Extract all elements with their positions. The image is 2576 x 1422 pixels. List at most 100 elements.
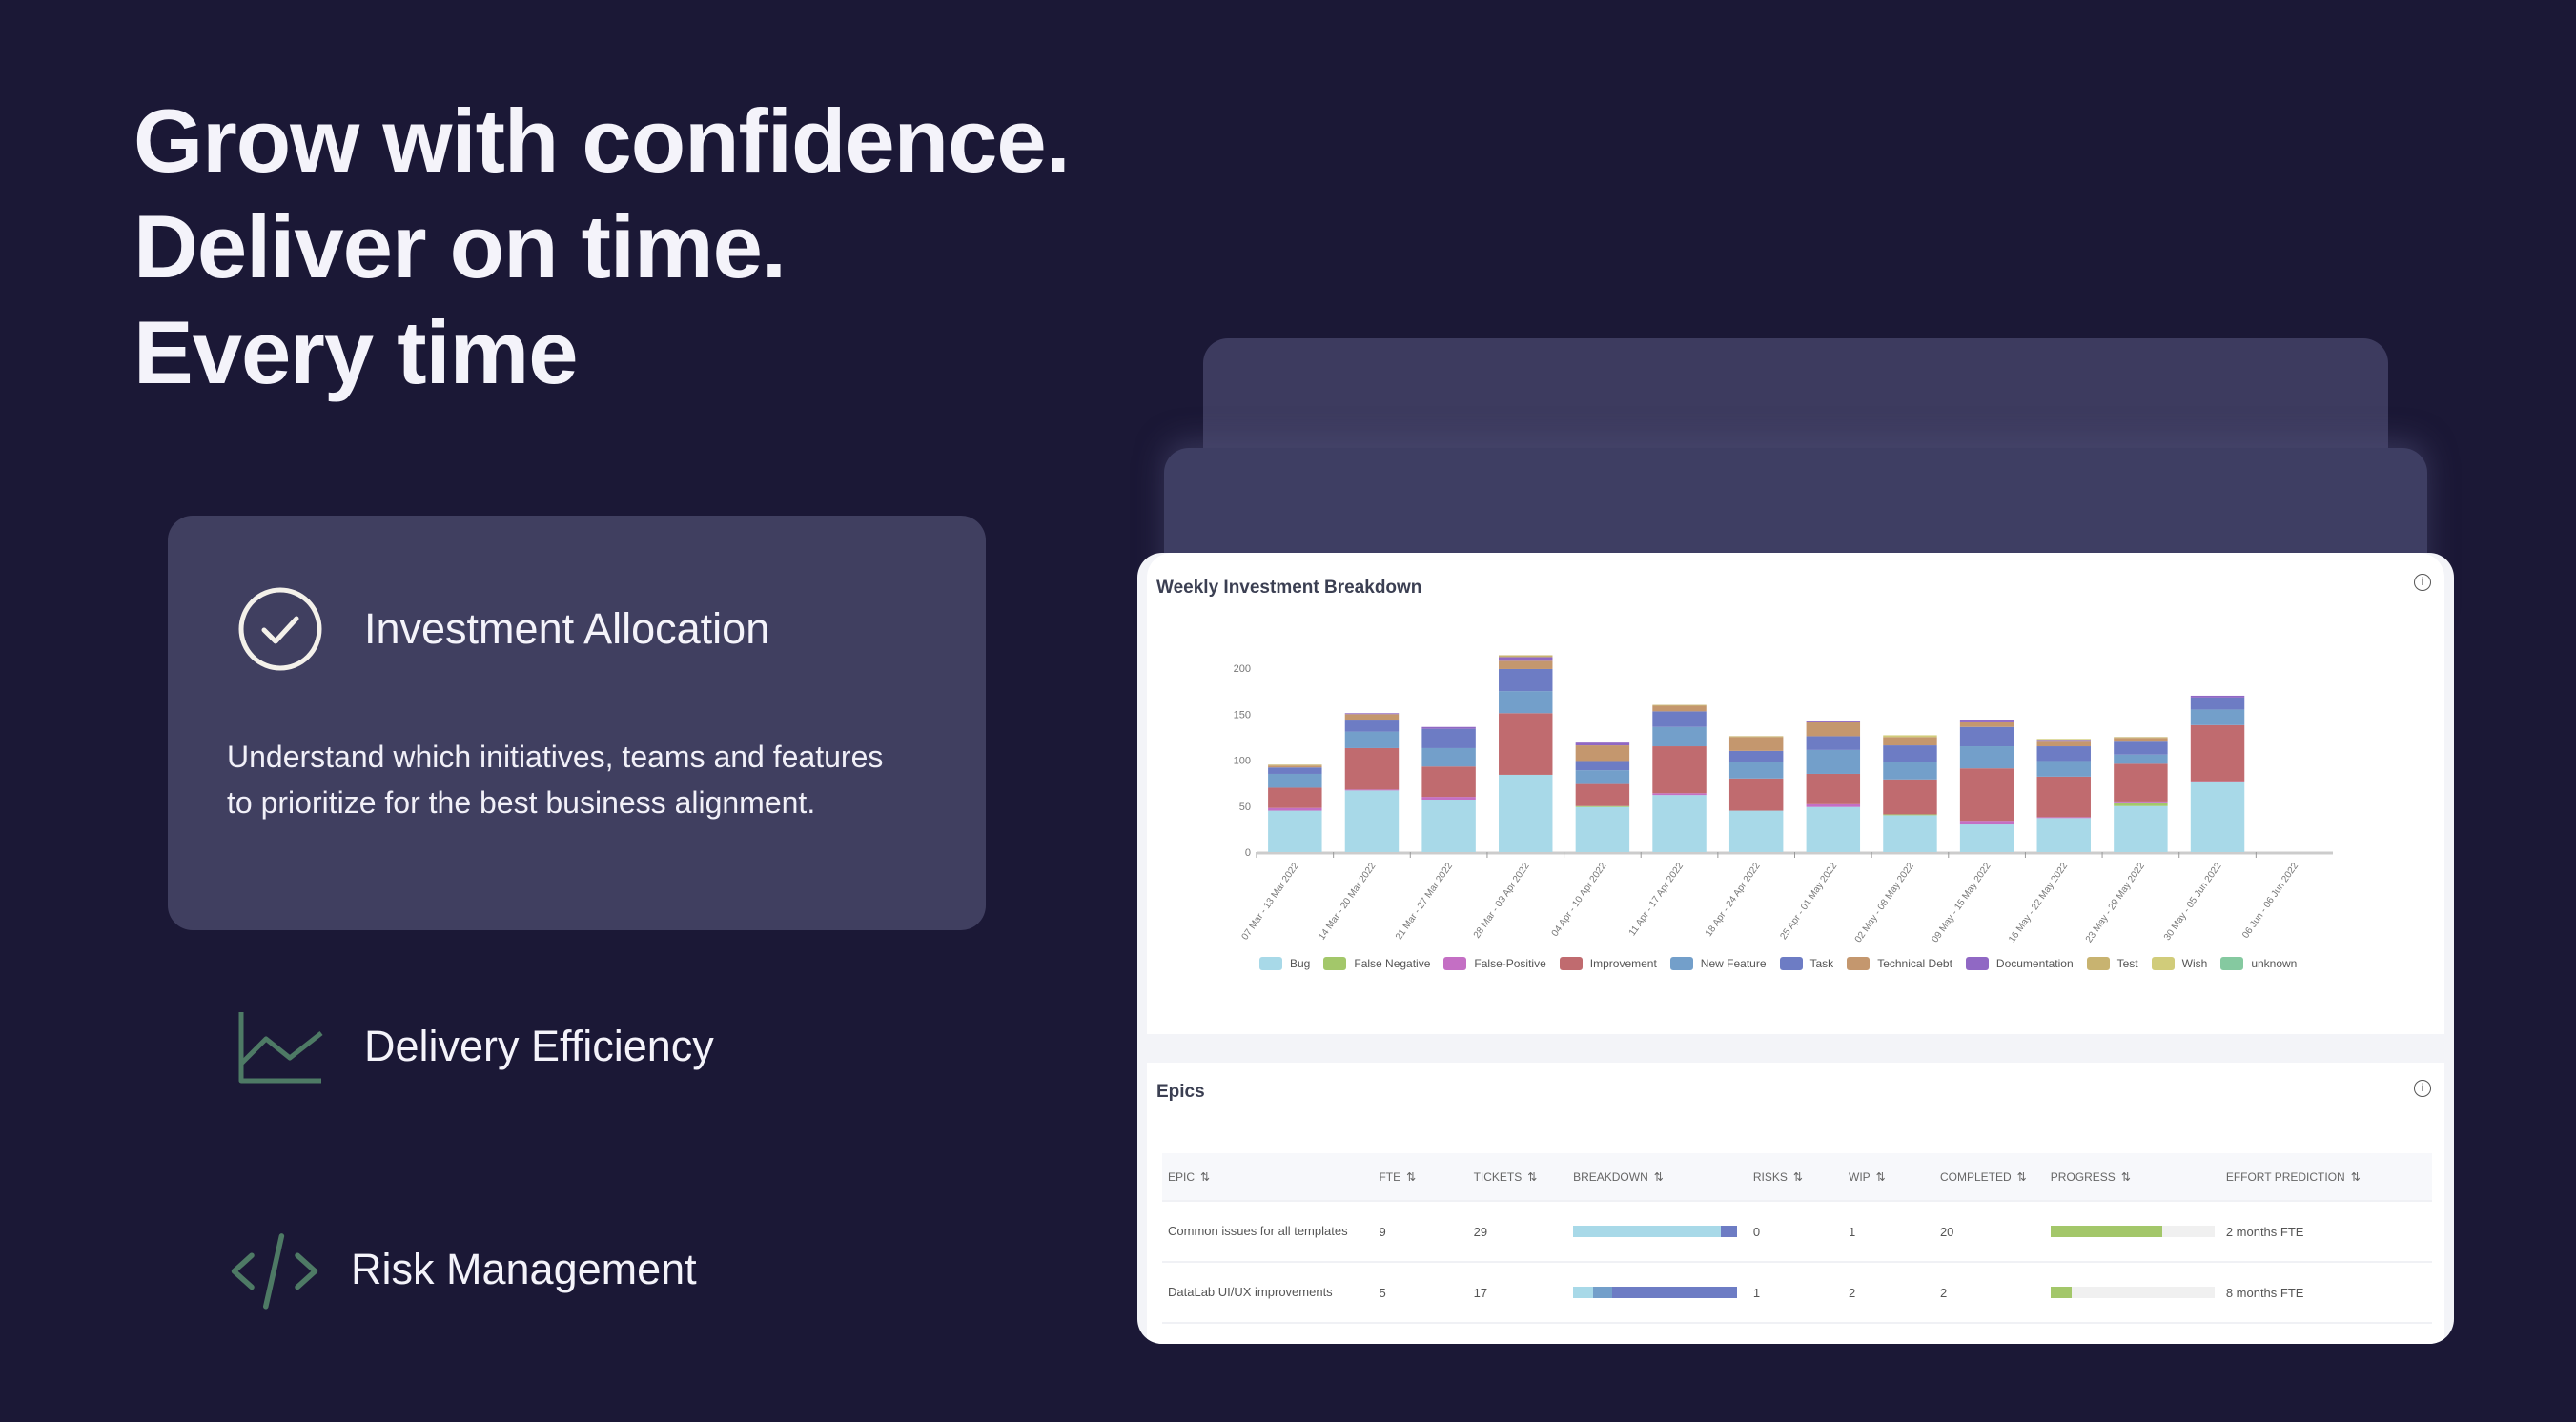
bar-segment-new-feature [1268, 773, 1322, 788]
column-label: TICKETS [1473, 1169, 1523, 1184]
legend-label: Bug [1290, 957, 1311, 970]
legend-label: Improvement [1589, 957, 1657, 970]
bar-segment-new-feature [1421, 747, 1476, 767]
bar-segment-bug [1575, 806, 1630, 852]
bar-segment-documentation [1575, 742, 1630, 746]
legend-swatch [1965, 957, 1989, 970]
feature-card-investment-allocation[interactable] [168, 516, 986, 930]
risks: 0 [1747, 1200, 1843, 1262]
completed: 2 [1933, 1261, 2045, 1323]
legend-label: False Negative [1354, 957, 1431, 970]
bar-segment-test [2114, 737, 2168, 739]
legend-label: False-Positive [1474, 957, 1546, 970]
feature-title: Investment Allocation [364, 604, 770, 653]
bar-segment-technical-debt [2036, 741, 2091, 747]
bar-segment-documentation [1499, 657, 1553, 661]
legend-item[interactable]: unknown [2220, 957, 2297, 970]
column-label: COMPLETED [1939, 1169, 2012, 1184]
headline-line-3: Every time [133, 302, 579, 402]
feature-delivery-efficiency[interactable]: Delivery Efficiency [235, 1001, 714, 1092]
feature-risk-management[interactable]: Risk Management [229, 1224, 697, 1315]
progress-bar [2050, 1226, 2215, 1237]
legend-item[interactable]: Test [2086, 957, 2138, 970]
wip: 1 [1843, 1322, 1934, 1344]
legend-label: New Feature [1700, 957, 1767, 970]
risks: 1 [1747, 1322, 1843, 1344]
bar-segment-improvement [2114, 763, 2168, 802]
bar-segment-task [1883, 745, 1937, 762]
feature-investment-allocation[interactable]: Investment Allocation [235, 583, 769, 675]
bar-segment-false-positive [1806, 803, 1861, 807]
breakdown-segment [1573, 1226, 1721, 1237]
line-chart-icon [235, 1001, 326, 1092]
breakdown-segment [1573, 1287, 1593, 1298]
legend-swatch [1779, 957, 1803, 970]
x-tick-label: 09 May - 15 May 2022 [1930, 861, 1993, 945]
column-header[interactable]: WIP ⇅ [1843, 1153, 1934, 1201]
column-header[interactable]: EFFORT PREDICTION ⇅ [2219, 1153, 2432, 1201]
effort-prediction: 2 months FTE [2219, 1200, 2432, 1262]
legend-item[interactable]: Wish [2151, 957, 2207, 970]
column-header[interactable]: BREAKDOWN ⇅ [1567, 1153, 1748, 1201]
sort-icon[interactable]: ⇅ [2016, 1169, 2027, 1184]
y-tick-label: 0 [1245, 847, 1251, 859]
bar-segment-technical-debt [1652, 705, 1707, 712]
x-tick-label: 18 Apr - 24 Apr 2022 [1704, 861, 1763, 939]
headline-line-2: Deliver on time. [133, 196, 787, 296]
epic-name: Images [1162, 1322, 1374, 1344]
sort-icon[interactable]: ⇅ [1527, 1169, 1538, 1184]
code-icon [229, 1224, 320, 1315]
bar-segment-new-feature [1959, 746, 2014, 769]
table-row[interactable]: Common issues for all templates 9 29 0 1 20 2 … [1162, 1200, 2432, 1262]
column-header[interactable]: EPIC ⇅ [1162, 1153, 1374, 1201]
sort-icon[interactable]: ⇅ [1653, 1169, 1664, 1184]
breakdown-bar [1573, 1226, 1738, 1237]
legend-swatch [1259, 957, 1282, 970]
epics-panel: Epics i EPIC ⇅ FTE ⇅ TICKETS ⇅ BREAKDOWN ⇅ RISKS… [1147, 1063, 2444, 1344]
x-tick-label: 30 May - 05 Jun 2022 [2162, 861, 2224, 943]
column-header[interactable]: FTE ⇅ [1373, 1153, 1468, 1201]
column-header[interactable]: COMPLETED ⇅ [1933, 1153, 2045, 1201]
sort-icon[interactable]: ⇅ [2120, 1169, 2131, 1184]
risks: 1 [1747, 1261, 1843, 1323]
bar-segment-task [1959, 726, 2014, 747]
progress [2044, 1200, 2220, 1262]
epic-name: Common issues for all templates [1162, 1200, 1374, 1262]
bar-segment-improvement [2036, 776, 2091, 818]
bar-segment-improvement [1728, 778, 1784, 811]
column-header[interactable]: TICKETS ⇅ [1467, 1153, 1568, 1201]
legend-item[interactable]: Improvement [1559, 957, 1657, 970]
sort-icon[interactable]: ⇅ [2350, 1169, 2361, 1184]
bar-segment-test [1652, 704, 1707, 706]
legend-item[interactable]: Documentation [1965, 957, 2074, 970]
sort-icon[interactable]: ⇅ [1406, 1169, 1417, 1184]
bar-segment-technical-debt [1728, 737, 1784, 751]
info-icon[interactable]: i [2414, 574, 2431, 591]
breakdown-segment [1720, 1226, 1738, 1237]
legend-item[interactable]: New Feature [1669, 957, 1767, 970]
feature-description: Understand which initiatives, teams and … [227, 740, 884, 820]
column-header[interactable]: PROGRESS ⇅ [2044, 1153, 2220, 1201]
legend-label: unknown [2251, 957, 2298, 970]
legend-item[interactable]: Task [1779, 957, 1833, 970]
y-tick-label: 50 [1239, 802, 1251, 813]
bar-segment-bug [2036, 818, 2091, 852]
bar-segment-bug [1883, 815, 1937, 852]
legend-item[interactable]: Bug [1259, 957, 1310, 970]
sort-icon[interactable]: ⇅ [1875, 1169, 1886, 1184]
legend-item[interactable]: False Negative [1323, 957, 1430, 970]
x-tick-label: 25 Apr - 01 May 2022 [1778, 861, 1839, 942]
sort-icon[interactable]: ⇅ [1200, 1169, 1211, 1184]
sort-icon[interactable]: ⇅ [1792, 1169, 1803, 1184]
bar-segment-task [2036, 746, 2091, 762]
column-header[interactable]: RISKS ⇅ [1747, 1153, 1843, 1201]
bar-segment-task [1421, 728, 1476, 748]
table-row[interactable]: Images4121114 months FTE [1162, 1322, 2432, 1344]
legend-item[interactable]: False-Positive [1443, 957, 1546, 970]
bar-segment-new-feature [1575, 770, 1630, 784]
feature-title: Delivery Efficiency [364, 1022, 714, 1070]
info-icon[interactable]: i [2414, 1080, 2431, 1097]
legend-item[interactable]: Technical Debt [1847, 957, 1952, 970]
bar-segment-improvement [1959, 768, 2014, 822]
table-row[interactable]: DataLab UI/UX improvements 5 17 1 2 2 8 months… [1162, 1261, 2432, 1323]
